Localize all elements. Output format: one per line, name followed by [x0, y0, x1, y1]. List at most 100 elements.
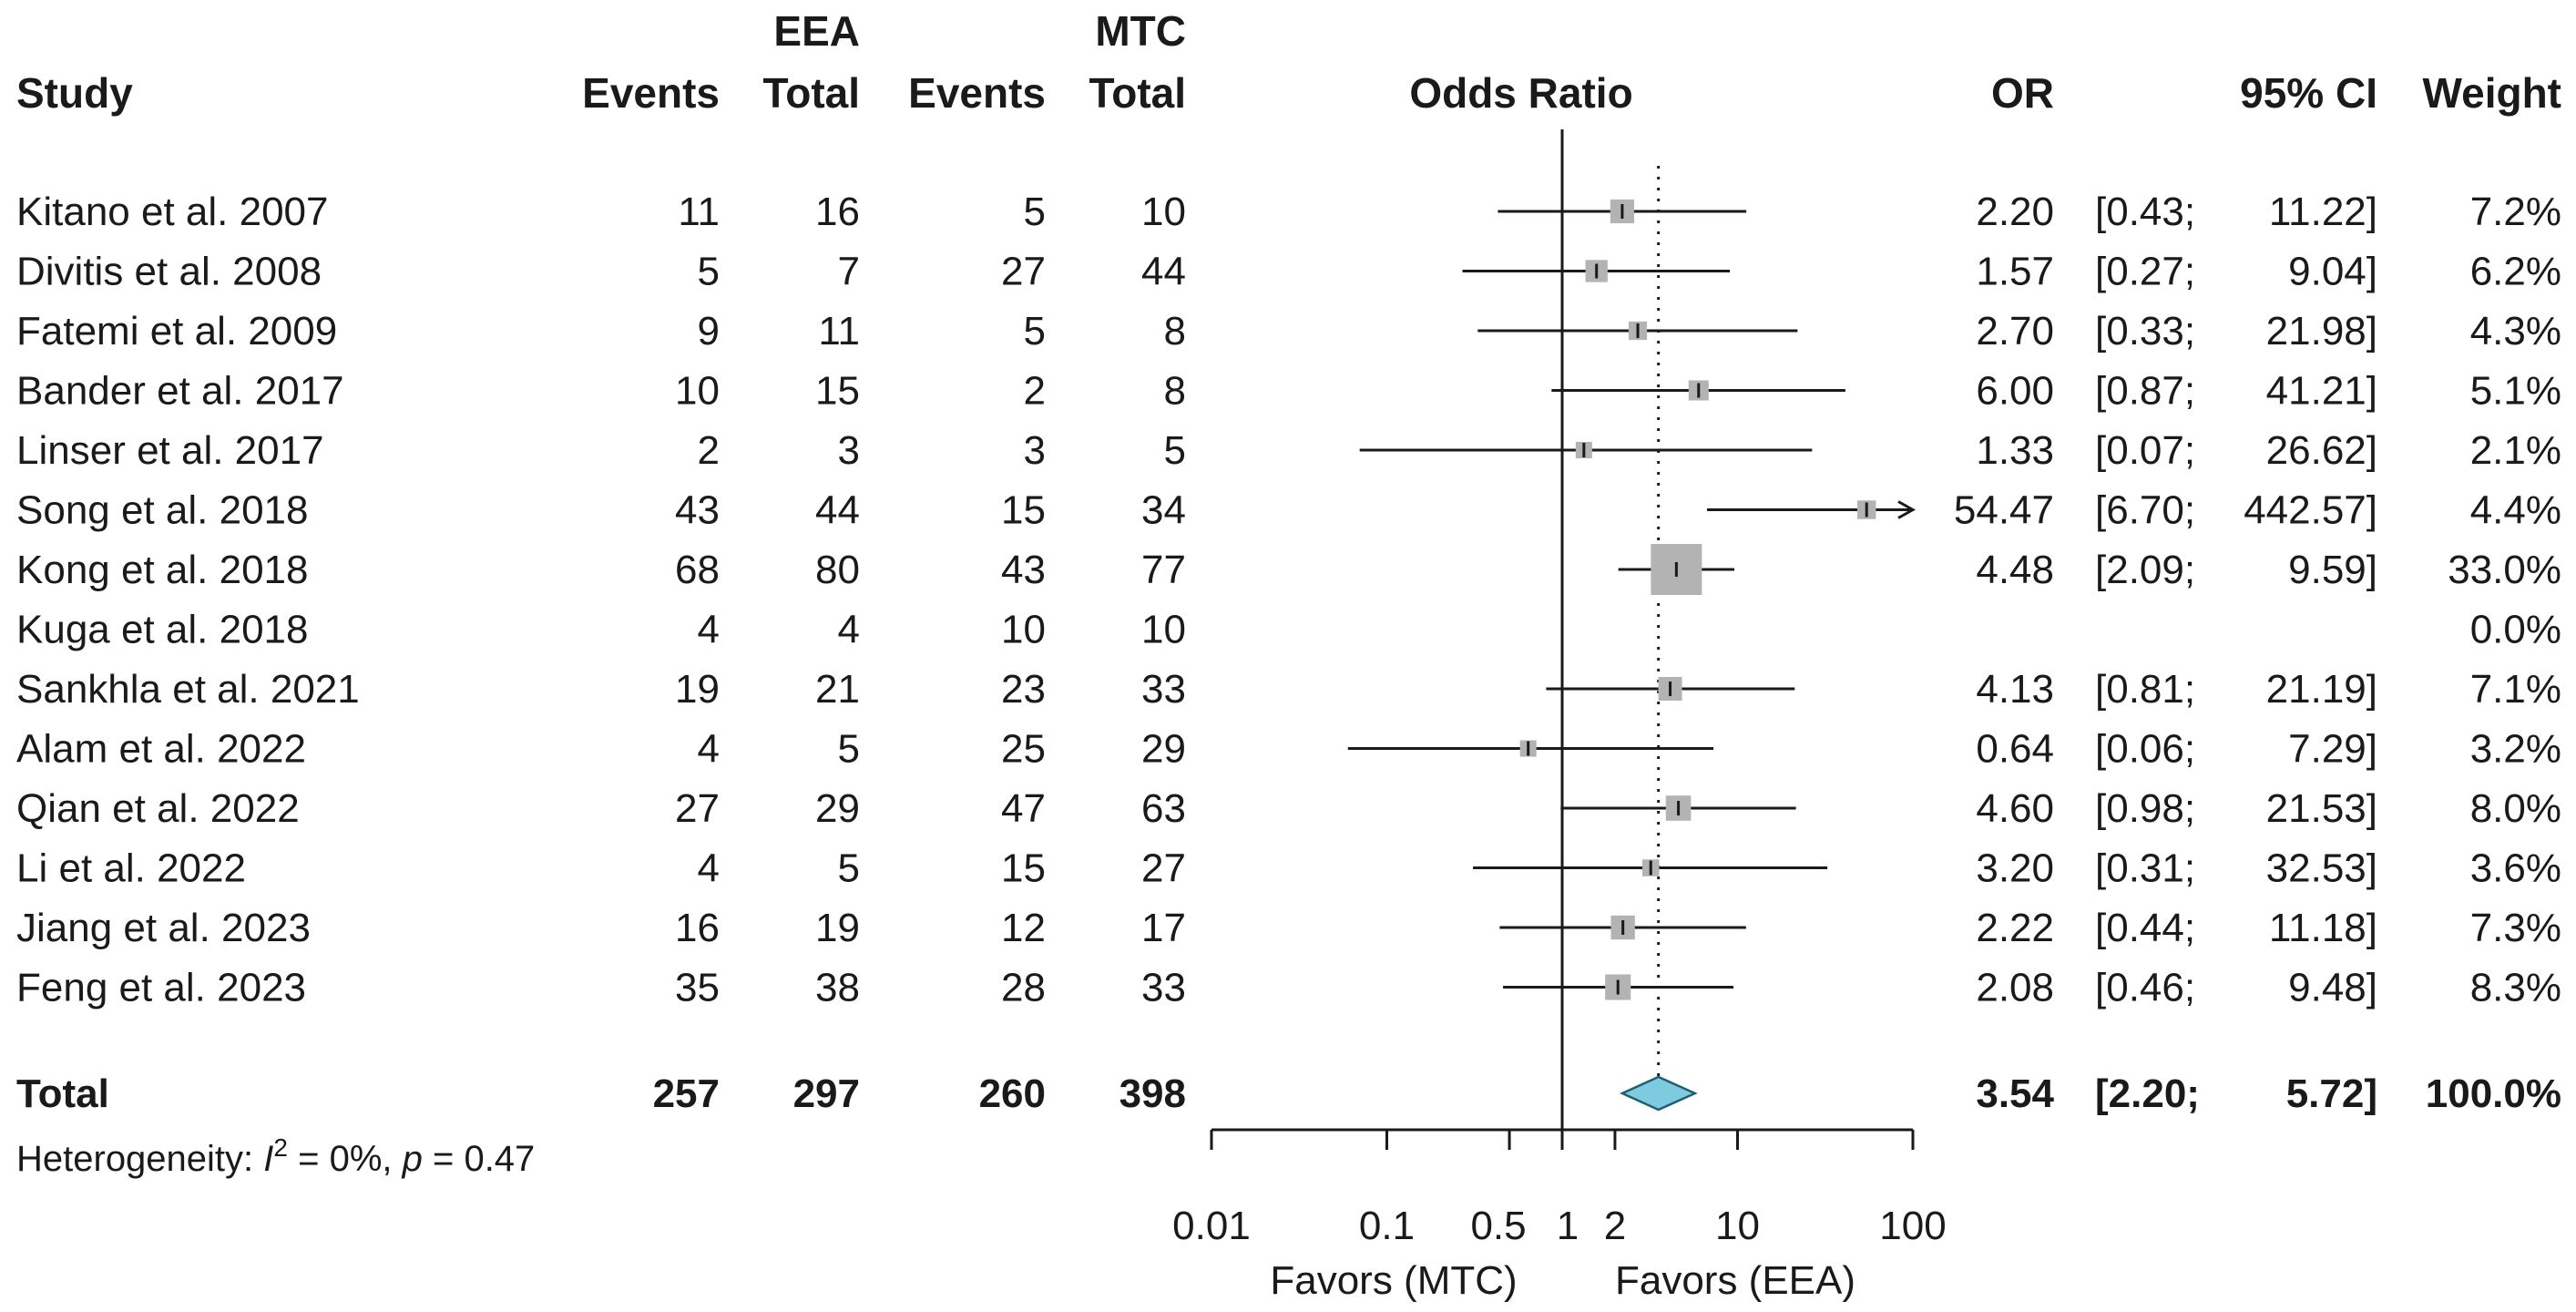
mtc-events: 5 [1024, 309, 1046, 354]
study-weight: 4.3% [2470, 309, 2561, 354]
study-ci-lo: [0.43; [2095, 190, 2195, 234]
total-ci-lo: [2.20; [2095, 1071, 2200, 1116]
x-tick-label: 100 [1879, 1204, 1946, 1248]
total-ci-hi: 5.72] [2286, 1071, 2377, 1116]
study-row: Li et al. 2022 4 5 15 27 3.20 [0.31; 32.53] 3.6% [16, 846, 2561, 891]
study-weight: 33.0% [2448, 548, 2561, 592]
study-weight: 3.2% [2470, 727, 2561, 772]
total-mtc-total: 398 [1119, 1071, 1186, 1116]
study-or: 4.48 [1976, 548, 2054, 592]
mtc-events: 15 [1001, 488, 1046, 533]
study-row: Linser et al. 2017 2 3 3 5 1.33 [0.07; 26.62] 2.… [16, 428, 2561, 473]
study-ci-lo: [0.31; [2095, 846, 2195, 891]
study-weight: 8.0% [2470, 786, 2561, 831]
eea-events: 4 [698, 846, 720, 891]
mtc-events: 23 [1001, 667, 1046, 712]
eea-total: 11 [818, 309, 860, 354]
header-mtc-total: Total [1089, 69, 1186, 117]
x-tick-label: 0.1 [1359, 1204, 1415, 1248]
study-ci-lo: [0.98; [2095, 786, 2195, 831]
eea-total: 38 [815, 966, 860, 1010]
eea-total: 4 [838, 608, 860, 652]
mtc-events: 3 [1024, 428, 1046, 473]
pooled-diamond [1619, 1075, 1698, 1112]
study-ci-hi: 26.62] [2266, 428, 2377, 473]
eea-events: 19 [675, 667, 720, 712]
study-name: Kong et al. 2018 [16, 548, 308, 592]
mtc-total: 33 [1141, 667, 1186, 712]
favors-right-label: Favors (EEA) [1615, 1258, 1855, 1303]
eea-total: 7 [838, 250, 860, 294]
study-row: Kitano et al. 2007 11 16 5 10 2.20 [0.43; 11.22… [16, 190, 2561, 234]
eea-total: 5 [838, 846, 860, 891]
study-or: 0.64 [1976, 727, 2054, 772]
study-ci-lo: [0.87; [2095, 369, 2195, 414]
study-ci-hi: 9.59] [2288, 548, 2377, 592]
mtc-total: 27 [1141, 846, 1186, 891]
mtc-total: 8 [1164, 369, 1186, 414]
study-or: 1.57 [1976, 250, 2054, 294]
study-row: Qian et al. 2022 27 29 47 63 4.60 [0.98; 21.53]… [16, 786, 2561, 831]
mtc-total: 34 [1141, 488, 1186, 533]
study-ci-hi: 11.22] [2269, 190, 2377, 234]
eea-events: 16 [675, 906, 720, 950]
study-name: Jiang et al. 2023 [16, 906, 311, 950]
eea-events: 43 [675, 488, 720, 533]
header-weight: Weight [2423, 69, 2561, 117]
header-eea-total: Total [763, 69, 860, 117]
study-row: Jiang et al. 2023 16 19 12 17 2.22 [0.44; 11.18… [16, 906, 2561, 950]
header-study: Study [16, 69, 133, 117]
study-name: Fatemi et al. 2009 [16, 309, 337, 354]
study-row: Kuga et al. 2018 4 4 10 10 0.0% [16, 608, 2561, 652]
study-row: Alam et al. 2022 4 5 25 29 0.64 [0.06; 7.29] 3.2… [16, 727, 2561, 772]
x-tick-label: 0.01 [1172, 1204, 1251, 1248]
mtc-total: 8 [1164, 309, 1186, 354]
mtc-total: 10 [1141, 190, 1186, 234]
study-or: 2.70 [1976, 309, 2054, 354]
favors-left-label: Favors (MTC) [1270, 1258, 1517, 1303]
eea-total: 15 [815, 369, 860, 414]
x-tick-label: 1 [1557, 1204, 1579, 1248]
total-row: Total 257 297 260 398 3.54 [2.20; 5.72] … [16, 1071, 2561, 1116]
total-weight: 100.0% [2426, 1071, 2561, 1116]
header-mtc-events: Events [908, 69, 1046, 117]
study-weight: 0.0% [2470, 608, 2561, 652]
total-mtc-events: 260 [979, 1071, 1046, 1116]
study-weight: 4.4% [2470, 488, 2561, 533]
study-or: 2.08 [1976, 966, 2054, 1010]
eea-total: 19 [815, 906, 860, 950]
mtc-total: 77 [1141, 548, 1186, 592]
study-weight: 7.2% [2470, 190, 2561, 234]
eea-events: 27 [675, 786, 720, 831]
x-tick-label: 10 [1715, 1204, 1760, 1248]
study-name: Qian et al. 2022 [16, 786, 300, 831]
study-ci-lo: [0.44; [2095, 906, 2195, 950]
study-name: Sankhla et al. 2021 [16, 667, 360, 712]
study-weight: 7.3% [2470, 906, 2561, 950]
study-rows: Kitano et al. 2007 11 16 5 10 2.20 [0.43; 11.22… [16, 190, 2561, 1010]
study-weight: 5.1% [2470, 369, 2561, 414]
study-ci-lo: [0.06; [2095, 727, 2195, 772]
mtc-total: 44 [1141, 250, 1186, 294]
study-weight: 7.1% [2470, 667, 2561, 712]
study-ci-lo: [0.33; [2095, 309, 2195, 354]
study-row: Song et al. 2018 43 44 15 34 54.47 [6.70; 442.5… [16, 488, 2561, 533]
total-eea-total: 297 [793, 1071, 860, 1116]
total-label: Total [16, 1071, 109, 1116]
study-ci-lo: [0.07; [2095, 428, 2195, 473]
x-tick-label: 0.5 [1470, 1204, 1526, 1248]
study-ci-hi: 442.57] [2244, 488, 2377, 533]
p-value: = 0.47 [423, 1139, 535, 1179]
study-ci-lo: [0.27; [2095, 250, 2195, 294]
study-row: Fatemi et al. 2009 9 11 5 8 2.70 [0.33; 21.98] 4… [16, 309, 2561, 354]
x-axis: 0.01 0.1 0.5 1 2 10 100 [1172, 1128, 1947, 1248]
mtc-total: 33 [1141, 966, 1186, 1010]
study-ci-lo: [0.46; [2095, 966, 2195, 1010]
mtc-total: 29 [1141, 727, 1186, 772]
eea-total: 80 [815, 548, 860, 592]
study-name: Kuga et al. 2018 [16, 608, 308, 652]
mtc-events: 47 [1001, 786, 1046, 831]
study-ci-lo: [6.70; [2095, 488, 2195, 533]
mtc-events: 5 [1024, 190, 1046, 234]
